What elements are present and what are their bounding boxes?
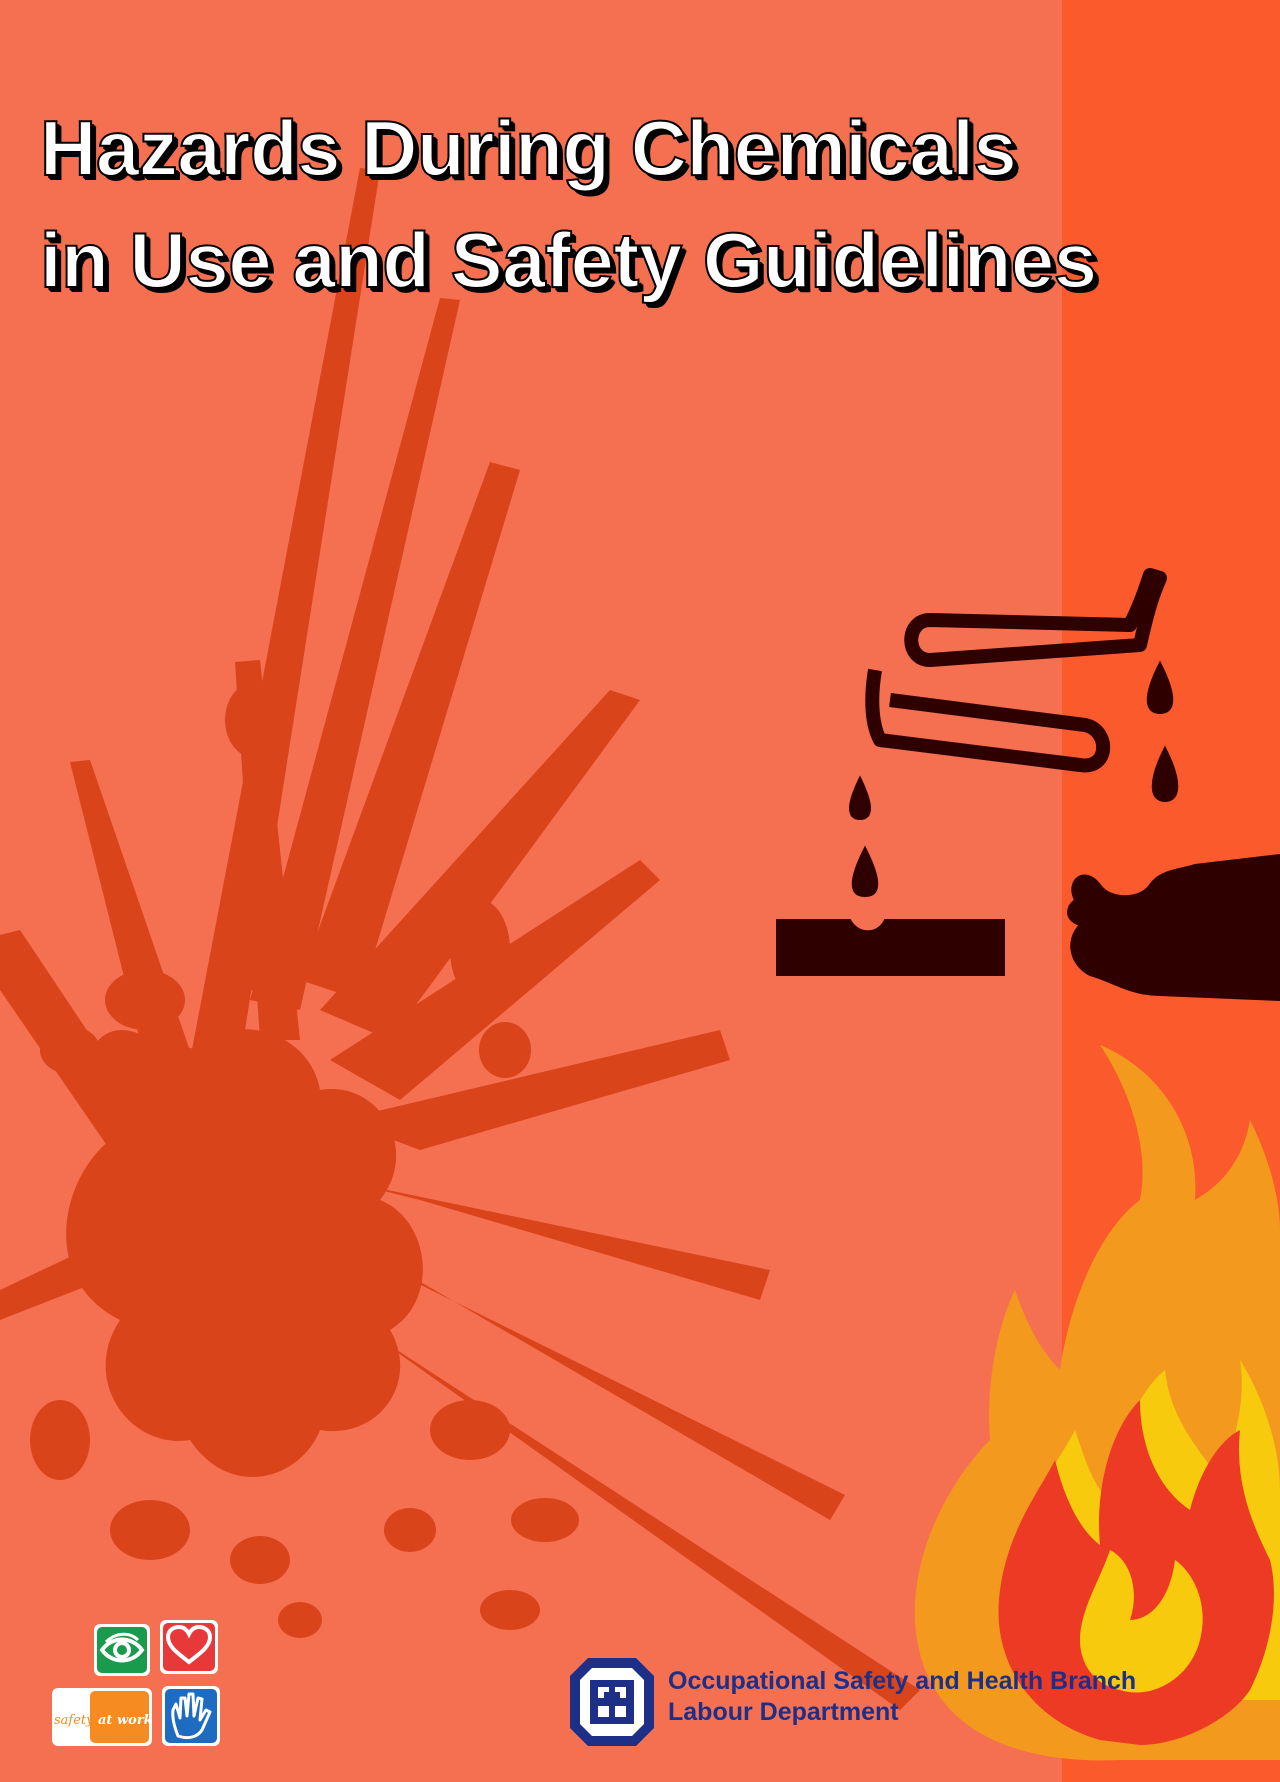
safety-word: safety: [54, 1713, 94, 1728]
department-name-block: Occupational Safety and Health Branch La…: [668, 1666, 1136, 1728]
title-line-1: Hazards During Chemicals: [39, 103, 1018, 193]
department-name: Labour Department: [668, 1698, 899, 1726]
hand-icon: [162, 1686, 220, 1746]
title-line-2: in Use and Safety Guidelines: [39, 215, 1098, 305]
heart-icon: [160, 1620, 218, 1674]
cover-title: Hazards During Chemicals in Use and Safe…: [39, 92, 1098, 316]
safety-at-work-wordmark: safety at work: [52, 1688, 153, 1746]
department-branch: Occupational Safety and Health Branch: [668, 1667, 1137, 1695]
safety-at-work-logo: safety at work: [52, 1620, 220, 1746]
at-work-word: at work: [98, 1713, 153, 1728]
department-emblem-icon: [570, 1658, 654, 1746]
eye-icon: [94, 1624, 150, 1676]
